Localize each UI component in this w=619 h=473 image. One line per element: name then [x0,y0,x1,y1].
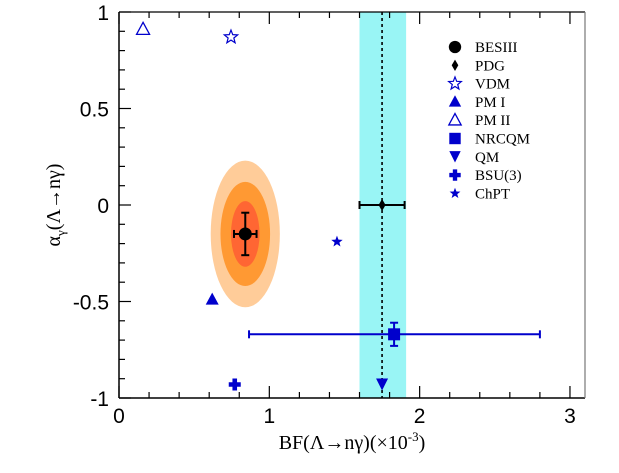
legend-marker-cross [449,169,461,181]
data-point-pm-i [205,292,219,305]
data-point-besiii [232,211,258,257]
data-point-bsu-3- [228,378,241,391]
legend: BESIII PDG VDM PM I PM II NRCQM QM BSU(3) ChPT [447,40,530,202]
legend-item: BESIII [448,40,518,56]
marker-triangle-up [205,292,219,305]
legend-marker-circle [448,40,462,54]
y-tick-label: 0 [97,195,109,218]
y-axis-title: αγ(Λ→nγ) [43,164,68,247]
x-tick-label: 0 [113,405,125,428]
legend-marker-diamond [451,59,459,71]
x-tick-label: 2 [414,405,426,428]
legend-item: PDG [451,58,505,74]
legend-marker-open-star [447,75,463,91]
legend-label: ChPT [475,186,510,202]
legend-label: PDG [475,58,505,74]
legend-label: VDM [475,77,510,93]
legend-item: NRCQM [449,132,530,148]
legend-item: PM II [447,112,510,129]
data-point-chpt [331,235,343,247]
axes-frame [118,11,586,399]
marker-square [388,328,401,341]
y-tick-label: 1 [97,2,109,25]
legend-marker-triangle-up [448,95,462,107]
marker-star [331,235,343,247]
data-point-pdg [358,199,406,211]
y-tick-label: -1 [90,388,109,411]
marker-open-triangle-up [135,21,151,36]
legend-label: PM II [475,113,510,129]
marker-cross [228,378,241,391]
legend-label: NRCQM [475,132,530,148]
legend-label: BSU(3) [475,168,522,184]
legend-marker-star [449,187,461,199]
data-points-layer [135,21,541,391]
legend-item: BSU(3) [449,168,522,184]
x-axis-title: BF(Λ→nγ)(×10-3) [279,429,426,454]
data-point-nrcqm [248,321,541,347]
y-tick-label: -0.5 [73,292,109,315]
tick-labels: 0 1 2 3 1 0.5 0 -0.5 -1 [73,2,576,428]
marker-triangle-down [376,378,389,391]
marker-diamond [378,199,386,211]
x-tick-label: 1 [263,405,275,428]
legend-item: PM I [448,95,505,111]
legend-item: VDM [447,75,510,93]
legend-label: QM [475,150,499,166]
data-point-vdm [222,28,240,45]
legend-marker-triangle-down [449,151,461,163]
legend-label: BESIII [475,40,518,56]
y-tick-label: 0.5 [80,99,109,122]
legend-label: PM I [475,95,505,111]
data-point-qm [376,378,389,391]
x-tick-label: 3 [564,405,576,428]
legend-marker-square [449,132,461,145]
legend-item: ChPT [449,186,510,202]
data-point-pm-ii [135,21,151,36]
legend-marker-open-triangle-up [447,112,463,126]
marker-circle [238,227,252,241]
legend-item: QM [449,150,499,166]
marker-open-star [222,28,240,45]
